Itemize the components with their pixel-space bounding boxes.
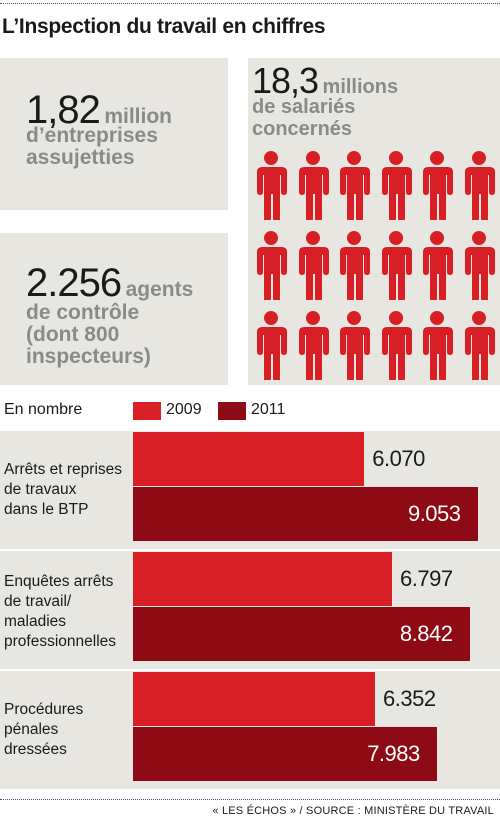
chart-legend: En nombre 2009 2011	[0, 400, 500, 422]
legend-swatch-2011	[218, 402, 246, 420]
person-icon	[377, 150, 415, 222]
person-icon	[294, 150, 332, 222]
agents-unit: agents	[125, 278, 194, 301]
bar-2009-enquetes	[133, 552, 392, 606]
person-icon	[418, 150, 456, 222]
bar-group-btp: Arrêts et reprises de travaux dans le BT…	[0, 431, 500, 549]
bar-2011-btp	[133, 487, 478, 541]
value-label-2011-btp: 9.053	[407, 501, 461, 526]
value-label-2009-enquetes: 6.797	[400, 566, 453, 591]
person-icon	[418, 230, 456, 302]
employees-line3: concernés	[252, 118, 353, 140]
employees-line2: de salariés	[252, 96, 356, 118]
person-icon	[294, 310, 332, 382]
agents-line3: (dont 800	[26, 323, 120, 346]
person-icon	[418, 310, 456, 382]
value-label-2009-btp: 6.070	[372, 446, 425, 471]
bar-2009-procedures	[133, 672, 376, 726]
companies-line2: d’entreprises	[26, 124, 158, 147]
legend-swatch-2009	[133, 402, 161, 420]
value-label-2011-enquetes: 8.842	[399, 621, 453, 646]
person-icon	[294, 230, 332, 302]
category-label: Procédures pénales dressées	[4, 701, 84, 758]
category-label: Enquêtes arrêts de travail/ maladies pro…	[4, 573, 117, 650]
person-icon	[335, 230, 373, 302]
person-icon	[460, 230, 498, 302]
legend-label-2011: 2011	[251, 401, 286, 418]
agents-line4: inspecteurs)	[26, 345, 151, 368]
agents-line2: de contrôle	[26, 301, 140, 324]
person-icon	[460, 150, 498, 222]
page-title: L’Inspection du travail en chiffres	[2, 15, 326, 38]
bar-group-procedures: Procédures pénales dressées 6.352 7.983	[0, 671, 500, 789]
companies-number: 1,82	[26, 88, 101, 132]
value-label-2009-procedures: 6.352	[383, 686, 436, 711]
unit-note: En nombre	[4, 401, 83, 418]
source-note: « LES ÉCHOS » / SOURCE : MINISTÈRE DU TR…	[212, 805, 494, 817]
bar-group-enquetes: Enquêtes arrêts de travail/ maladies pro…	[0, 551, 500, 669]
companies-unit: million	[104, 105, 172, 128]
bar-2011-procedures	[133, 727, 438, 781]
person-icon	[335, 310, 373, 382]
agents-stat-panel: 2.256 agents de contrôle (dont 800 inspe…	[0, 233, 228, 385]
companies-stat-panel: 1,82 million d’entreprises assujetties	[0, 58, 228, 210]
person-icon	[377, 310, 415, 382]
person-icon	[377, 230, 415, 302]
companies-line3: assujetties	[26, 146, 135, 169]
person-icon	[460, 310, 498, 382]
legend-label-2009: 2009	[166, 401, 202, 418]
bar-2009-btp	[133, 432, 365, 486]
person-icon	[252, 230, 290, 302]
agents-number: 2.256	[26, 261, 122, 305]
category-label: Arrêts et reprises de travaux dans le BT…	[4, 461, 123, 518]
person-icon	[252, 310, 290, 382]
value-label-2011-procedures: 7.983	[367, 741, 420, 766]
person-icon	[335, 150, 373, 222]
top-divider	[0, 3, 500, 4]
person-icon	[252, 150, 290, 222]
employees-number: 18,3	[252, 60, 319, 101]
employees-stat-panel: 18,3 millions de salariés concernés	[248, 58, 500, 385]
bar-2011-enquetes	[133, 607, 470, 661]
employees-unit: millions	[322, 76, 399, 98]
bottom-divider	[0, 799, 500, 800]
